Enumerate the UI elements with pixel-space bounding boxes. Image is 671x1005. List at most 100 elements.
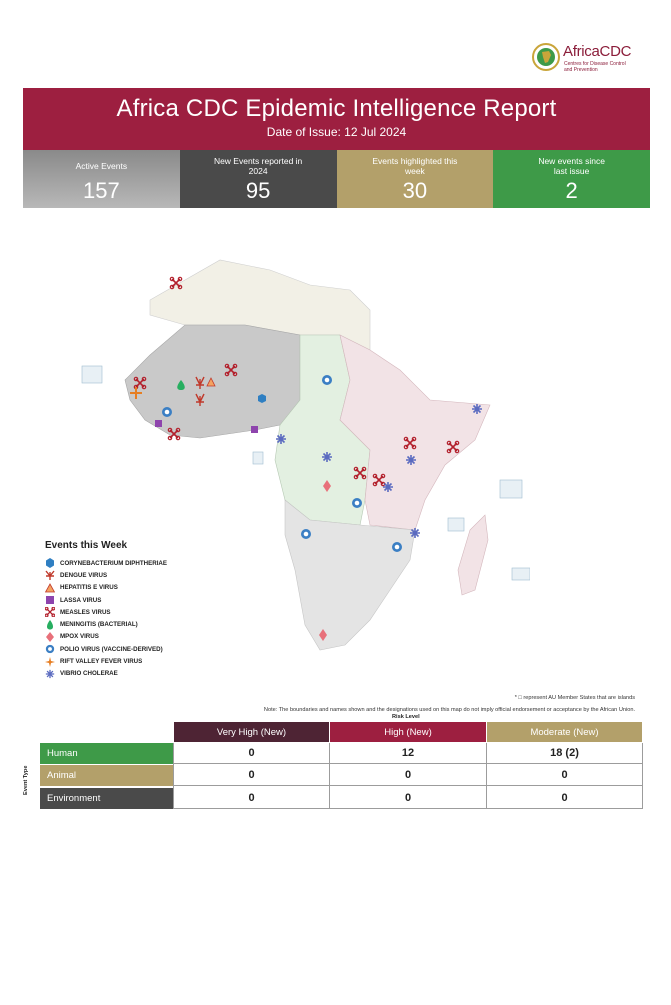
dengue-marker xyxy=(195,393,205,406)
polio-marker xyxy=(352,498,362,508)
measles-icon xyxy=(45,607,55,618)
islands-note: * □ represent AU Member States that are … xyxy=(514,695,635,701)
rift-valley-marker xyxy=(130,387,142,399)
row-label-environment: Environment xyxy=(40,788,173,809)
map-legend: Events this Week CORYNEBACTERIUM DIPHTHE… xyxy=(45,540,245,680)
col-header-high: High (New) xyxy=(330,722,486,742)
cholera-icon xyxy=(45,668,55,679)
legend-label: POLIO VIRUS (VACCINE-DERIVED) xyxy=(60,645,163,653)
legend-label: HEPATITIS E VIRUS xyxy=(60,584,118,592)
polio-marker xyxy=(392,542,402,552)
cell-animal-moderate: 0 xyxy=(487,765,642,786)
legend-item: POLIO VIRUS (VACCINE-DERIVED) xyxy=(45,643,245,655)
stat-label: Events highlighted this week xyxy=(372,156,458,176)
star-icon xyxy=(45,656,55,667)
col-header-very-high: Very High (New) xyxy=(174,722,329,742)
cell-human-moderate: 18 (2) xyxy=(487,743,642,764)
stat-label: New Events reported in 2024 xyxy=(213,156,303,176)
lassa-marker xyxy=(251,426,258,433)
polio-marker xyxy=(162,407,172,417)
africa-cdc-logo: AfricaCDC Centres for Disease Control an… xyxy=(531,42,641,74)
meningitis-marker xyxy=(177,380,185,390)
table-divider xyxy=(486,743,487,809)
diphtheria-marker xyxy=(258,394,266,403)
africa-events-map xyxy=(81,259,530,651)
lassa-marker xyxy=(155,420,162,427)
legend-item: VIBRIO CHOLERAE xyxy=(45,668,245,680)
island-cabo-verde xyxy=(81,365,103,384)
drop-icon xyxy=(47,619,53,630)
table-divider xyxy=(329,743,330,809)
risk-level-title: Risk Level xyxy=(392,714,420,720)
stat-value: 2 xyxy=(565,178,578,203)
legend-label: LASSA VIRUS xyxy=(60,596,102,604)
island-mauritius xyxy=(511,567,530,581)
stat-value: 30 xyxy=(402,178,428,203)
cholera-marker xyxy=(405,454,417,466)
stat-label: New events since last issue xyxy=(538,156,605,176)
legend-label: CORYNEBACTERIUM DIPHTHERIAE xyxy=(60,559,168,567)
legend-item: MENINGITIS (BACTERIAL) xyxy=(45,618,245,630)
hepatitis-e-marker xyxy=(206,377,216,387)
legend-item: DENGUE VIRUS xyxy=(45,569,245,581)
cholera-marker xyxy=(409,527,421,539)
stat-value: 95 xyxy=(245,178,271,203)
stat-active-events: Active Events 157 xyxy=(23,150,180,208)
table-divider xyxy=(173,743,174,809)
region-southern-africa xyxy=(284,499,416,651)
report-banner: Africa CDC Epidemic Intelligence Report … xyxy=(23,88,650,150)
dengue-marker xyxy=(195,376,205,389)
legend-label: MPOX VIRUS xyxy=(60,633,99,641)
cell-animal-high: 0 xyxy=(330,765,486,786)
legend-item: LASSA VIRUS xyxy=(45,594,245,606)
mosquito-icon xyxy=(45,571,55,581)
stat-highlighted-this-week: Events highlighted this week 30 xyxy=(336,150,494,208)
cell-environment-moderate: 0 xyxy=(487,788,642,809)
table-divider xyxy=(642,743,643,809)
row-label-animal: Animal xyxy=(40,765,173,786)
legend-item: HEPATITIS E VIRUS xyxy=(45,582,245,594)
square-icon xyxy=(46,596,54,605)
island-sao-tome xyxy=(252,451,264,465)
legend-item: MEASLES VIRUS xyxy=(45,606,245,618)
report-title: Africa CDC Epidemic Intelligence Report xyxy=(116,95,557,122)
hexagon-icon xyxy=(46,558,54,569)
issue-date: Date of Issue: 12 Jul 2024 xyxy=(266,125,407,139)
stat-new-events-2024: New Events reported in 2024 95 xyxy=(179,150,337,208)
diamond-icon xyxy=(46,631,54,642)
map-notes: * □ represent AU Member States that are … xyxy=(264,694,635,715)
legend-label: VIBRIO CHOLERAE xyxy=(60,670,118,678)
cholera-marker xyxy=(275,433,287,445)
legend-label: MEASLES VIRUS xyxy=(60,608,111,616)
legend-item: MPOX VIRUS xyxy=(45,631,245,643)
cell-environment-very-high: 0 xyxy=(174,788,329,809)
row-label-human: Human xyxy=(40,743,173,764)
cell-environment-high: 0 xyxy=(330,788,486,809)
triangle-icon xyxy=(45,582,55,593)
polio-marker xyxy=(301,529,311,539)
polio-marker xyxy=(322,375,332,385)
stat-new-since-last-issue: New events since last issue 2 xyxy=(493,150,650,208)
legend-item: RIFT VALLEY FEVER VIRUS xyxy=(45,655,245,667)
stats-bar: Active Events 157 New Events reported in… xyxy=(23,150,650,208)
island-seychelles xyxy=(499,479,523,499)
mpox-marker xyxy=(319,629,327,641)
island-comoros xyxy=(447,517,465,532)
stat-label: Active Events xyxy=(75,161,128,171)
cell-human-high: 12 xyxy=(330,743,486,764)
cell-animal-very-high: 0 xyxy=(174,765,329,786)
cholera-marker xyxy=(382,481,394,493)
legend-label: RIFT VALLEY FEVER VIRUS xyxy=(60,658,143,666)
africa-cdc-emblem-icon xyxy=(532,43,560,71)
mpox-marker xyxy=(323,480,331,492)
legend-item: CORYNEBACTERIUM DIPHTHERIAE xyxy=(45,557,245,569)
event-type-title: Event Type xyxy=(23,765,29,795)
cholera-marker xyxy=(471,403,483,415)
logo-name: AfricaCDC xyxy=(563,43,632,60)
cell-human-very-high: 0 xyxy=(174,743,329,764)
legend-title: Events this Week xyxy=(45,540,128,551)
col-header-moderate: Moderate (New) xyxy=(487,722,642,742)
polio-icon xyxy=(45,645,55,654)
legend-label: MENINGITIS (BACTERIAL) xyxy=(60,621,138,629)
madagascar xyxy=(457,514,489,596)
